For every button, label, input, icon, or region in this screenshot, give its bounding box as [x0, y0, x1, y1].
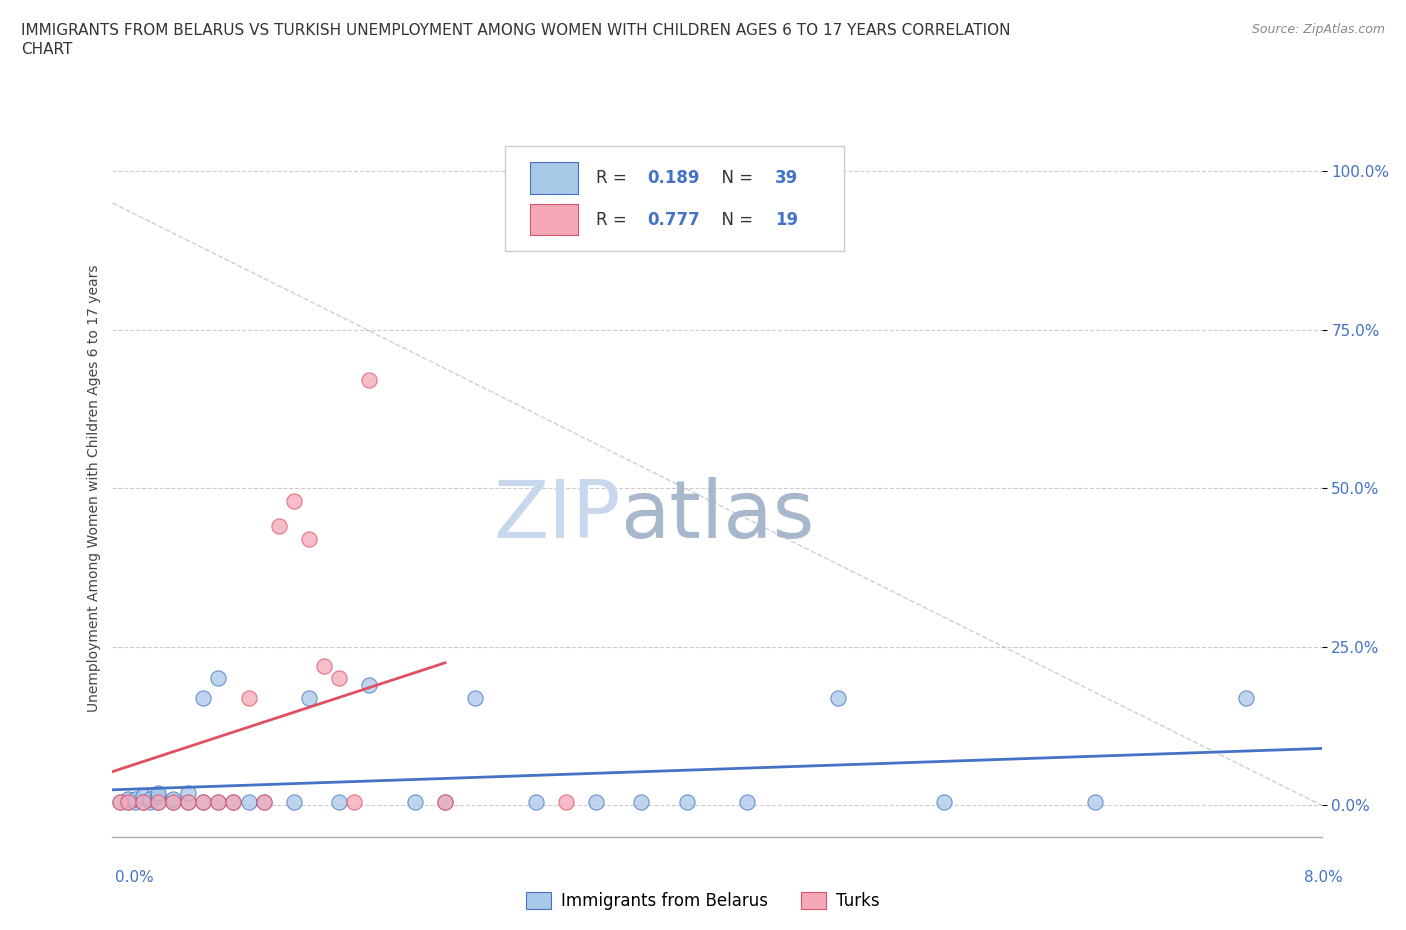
Point: [328, 794, 350, 809]
Point: [108, 794, 131, 809]
Point: [207, 794, 229, 809]
Point: [1084, 794, 1107, 809]
Point: [117, 794, 139, 809]
Point: [312, 658, 335, 673]
Point: [433, 794, 456, 809]
Point: [404, 794, 426, 809]
Point: [146, 785, 169, 800]
Point: [162, 791, 184, 806]
Point: [124, 791, 146, 806]
Point: [191, 794, 215, 809]
Text: atlas: atlas: [620, 477, 814, 555]
Point: [433, 794, 456, 809]
Point: [117, 794, 139, 809]
Text: ZIP: ZIP: [494, 477, 620, 555]
Text: IMMIGRANTS FROM BELARUS VS TURKISH UNEMPLOYMENT AMONG WOMEN WITH CHILDREN AGES 6: IMMIGRANTS FROM BELARUS VS TURKISH UNEMP…: [21, 23, 1011, 38]
Point: [1234, 690, 1257, 705]
Point: [222, 794, 245, 809]
Text: N =: N =: [711, 169, 758, 187]
Point: [132, 789, 155, 804]
Point: [132, 794, 155, 809]
Point: [932, 794, 955, 809]
Point: [359, 373, 381, 388]
Text: R =: R =: [596, 211, 633, 229]
Legend: Immigrants from Belarus, Turks: Immigrants from Belarus, Turks: [519, 885, 887, 917]
Point: [267, 519, 290, 534]
Point: [238, 690, 260, 705]
Point: [177, 794, 200, 809]
Point: [207, 671, 229, 686]
Point: [191, 794, 215, 809]
Point: [207, 794, 229, 809]
Point: [177, 794, 200, 809]
Text: 8.0%: 8.0%: [1303, 870, 1343, 884]
Point: [737, 794, 759, 809]
Point: [132, 794, 155, 809]
Y-axis label: Unemployment Among Women with Children Ages 6 to 17 years: Unemployment Among Women with Children A…: [87, 264, 101, 712]
Point: [675, 794, 697, 809]
Point: [283, 494, 305, 509]
Point: [524, 794, 547, 809]
Point: [253, 794, 276, 809]
Text: R =: R =: [596, 169, 633, 187]
Text: 0.0%: 0.0%: [115, 870, 155, 884]
Point: [554, 794, 576, 809]
Point: [585, 794, 607, 809]
Point: [117, 791, 139, 806]
Text: 0.189: 0.189: [647, 169, 699, 187]
Point: [177, 785, 200, 800]
Point: [124, 794, 146, 809]
Point: [630, 794, 652, 809]
Point: [191, 690, 215, 705]
Point: [253, 794, 276, 809]
Point: [146, 794, 169, 809]
Text: Source: ZipAtlas.com: Source: ZipAtlas.com: [1251, 23, 1385, 36]
Point: [162, 794, 184, 809]
Point: [343, 794, 366, 809]
Point: [298, 532, 321, 547]
Point: [464, 690, 486, 705]
FancyBboxPatch shape: [530, 162, 578, 193]
Point: [139, 791, 162, 806]
FancyBboxPatch shape: [506, 147, 844, 251]
Text: 39: 39: [775, 169, 799, 187]
FancyBboxPatch shape: [530, 204, 578, 235]
Point: [108, 794, 131, 809]
Point: [162, 794, 184, 809]
Point: [146, 794, 169, 809]
Text: CHART: CHART: [21, 42, 73, 57]
Point: [283, 794, 305, 809]
Point: [238, 794, 260, 809]
Point: [328, 671, 350, 686]
Text: N =: N =: [711, 211, 758, 229]
Point: [298, 690, 321, 705]
Point: [827, 690, 849, 705]
Point: [359, 677, 381, 692]
Text: 0.777: 0.777: [647, 211, 700, 229]
Point: [146, 789, 169, 804]
Point: [139, 794, 162, 809]
Point: [222, 794, 245, 809]
Text: 19: 19: [775, 211, 799, 229]
